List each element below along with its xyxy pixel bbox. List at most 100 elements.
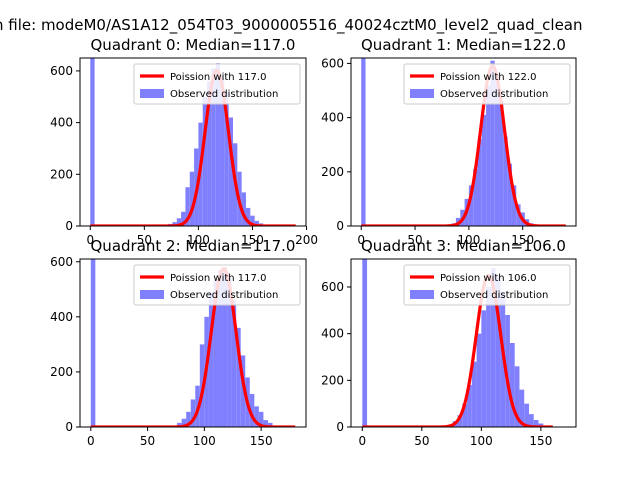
x-tick-label: 50 [140, 434, 155, 448]
x-tick-label: 150 [511, 233, 534, 247]
histogram-bar [211, 68, 216, 226]
histogram-bar [514, 366, 520, 427]
histogram-bar [208, 292, 214, 427]
x-tick-label: 50 [414, 434, 429, 448]
legend-hist-swatch [410, 290, 434, 299]
histogram-bar [267, 422, 273, 427]
histogram-bar [172, 222, 177, 226]
histogram-bar [490, 268, 496, 427]
histogram-bar [240, 355, 246, 427]
histogram-bar [477, 139, 482, 226]
x-tick-label: 100 [193, 434, 216, 448]
legend-box [133, 63, 301, 105]
legend-line-label: Poission with 117.0 [170, 273, 266, 284]
histogram-bar [224, 91, 229, 226]
histogram-bar [217, 270, 223, 427]
axes-frame [350, 57, 577, 227]
legend: Poission with 117.0 Observed distribution [133, 63, 301, 105]
histogram-bar [245, 207, 251, 226]
y-tick-label: 200 [321, 373, 344, 387]
histogram-bar-zero [90, 259, 96, 427]
histogram-bar [190, 399, 196, 427]
x-tick-label: 200 [295, 233, 318, 247]
y-tick-label: 600 [321, 280, 344, 294]
y-tick-label: 600 [50, 64, 73, 78]
quadrant-2-panel: 0 50 100 150 0 200 400 600 Quadrant 2: Median=11… [50, 237, 307, 448]
histogram-bar [213, 281, 218, 427]
histogram-bar [538, 423, 544, 427]
legend-hist-swatch [410, 89, 434, 98]
y-tick-label: 200 [50, 365, 73, 379]
histogram-bar [486, 287, 491, 427]
axes-frame [350, 258, 577, 428]
histogram-bar [263, 420, 268, 427]
histogram-bar [533, 420, 539, 427]
histogram-bar [467, 385, 472, 427]
plot-area [360, 58, 567, 226]
x-tick-label: 0 [86, 233, 94, 247]
histogram-bar [215, 63, 221, 226]
panel-title: Quadrant 0: Median=117.0 [91, 36, 296, 54]
histogram-bar [503, 136, 508, 226]
histogram-bar [528, 414, 534, 427]
histogram-bar [473, 169, 478, 226]
histogram-bar [468, 185, 474, 226]
axes-frame [79, 57, 307, 227]
histogram-bar [258, 411, 264, 427]
axes-frame [79, 258, 307, 428]
y-tick-label: 0 [336, 219, 344, 233]
x-tick-label: 50 [137, 233, 152, 247]
plot-area [361, 259, 554, 427]
histogram-bar [220, 73, 225, 226]
histogram-bar [516, 204, 521, 226]
histogram-bar [222, 267, 228, 427]
x-tick-label: 150 [250, 434, 273, 448]
poisson-curve [361, 273, 554, 427]
y-tick-label: 200 [321, 165, 344, 179]
legend-hist-swatch [140, 290, 164, 299]
x-tick-label: 150 [241, 233, 264, 247]
histogram-bar [227, 278, 232, 427]
y-tick-label: 400 [321, 327, 344, 341]
histogram-bar [507, 163, 512, 226]
quadrant-0-panel: 0 50 100 150 200 0 200 400 600 Quadrant 0: Median… [50, 36, 318, 247]
x-tick-label: 100 [457, 233, 480, 247]
histogram-bar [505, 315, 510, 427]
y-tick-label: 600 [50, 255, 73, 269]
histogram-bar [185, 187, 190, 226]
histogram-bar [186, 411, 191, 427]
histogram-bar [511, 185, 517, 226]
y-tick-label: 600 [321, 56, 344, 70]
histogram-bar-zero [362, 259, 368, 427]
x-tick-label: 150 [529, 434, 552, 448]
histogram-bar [457, 415, 463, 427]
histogram-bar [231, 300, 237, 427]
histogram-bar [228, 117, 234, 226]
y-tick-label: 400 [321, 111, 344, 125]
y-tick-label: 0 [65, 420, 73, 434]
legend-box [403, 264, 571, 306]
histogram-bar [207, 81, 212, 226]
histogram-bar [471, 361, 477, 427]
histogram-bar [481, 310, 487, 427]
histogram-bar [481, 114, 487, 226]
y-tick-label: 0 [336, 420, 344, 434]
histogram-bar [202, 96, 208, 226]
legend-box [133, 264, 301, 306]
histogram-bar [181, 211, 186, 226]
histogram-bar [519, 389, 525, 427]
legend-hist-label: Observed distribution [440, 89, 548, 100]
histogram-bar [490, 60, 495, 226]
histogram-bar [241, 192, 246, 226]
quadrant-3-panel: 0 50 100 150 0 200 400 600 Quadrant 3: Median=10… [321, 237, 577, 448]
y-tick-label: 400 [50, 116, 73, 130]
x-tick-label: 0 [87, 434, 95, 448]
histogram-bar [250, 215, 255, 226]
plot-area [90, 259, 296, 427]
x-tick-label: 100 [470, 434, 493, 448]
legend-hist-label: Observed distribution [170, 89, 278, 100]
histogram-bar-zero [90, 58, 95, 226]
y-tick-label: 200 [50, 167, 73, 181]
histogram-bar [494, 76, 500, 226]
y-tick-label: 400 [50, 310, 73, 324]
